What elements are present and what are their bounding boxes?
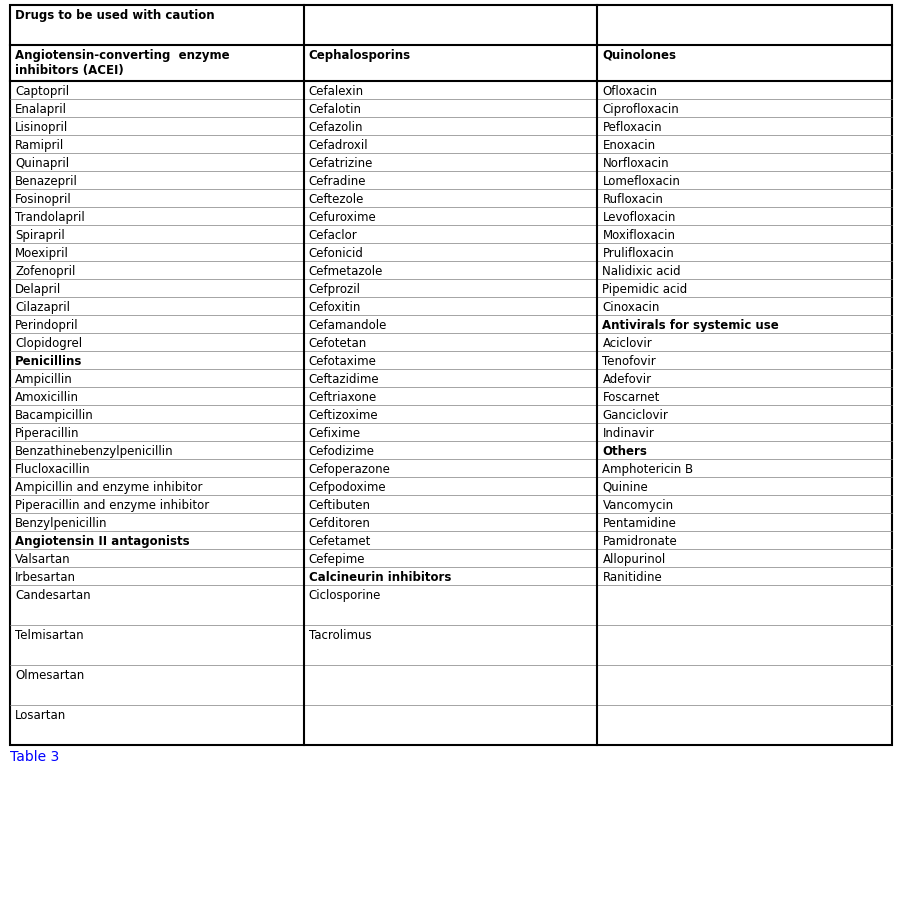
Text: Ceftizoxime: Ceftizoxime — [308, 409, 378, 422]
Text: Vancomycin: Vancomycin — [603, 499, 674, 512]
Text: Pamidronate: Pamidronate — [603, 535, 677, 548]
Text: Irbesartan: Irbesartan — [15, 571, 76, 584]
Text: Foscarnet: Foscarnet — [603, 391, 659, 404]
Text: Trandolapril: Trandolapril — [15, 211, 85, 224]
Text: Cefradine: Cefradine — [308, 175, 366, 188]
Text: Zofenopril: Zofenopril — [15, 265, 76, 278]
Text: Cefalotin: Cefalotin — [308, 103, 362, 116]
Text: Clopidogrel: Clopidogrel — [15, 337, 82, 350]
Text: Cefmetazole: Cefmetazole — [308, 265, 383, 278]
Text: Valsartan: Valsartan — [15, 553, 70, 566]
Text: Cefotaxime: Cefotaxime — [308, 355, 376, 368]
Text: Antivirals for systemic use: Antivirals for systemic use — [603, 319, 779, 332]
Text: Cefadroxil: Cefadroxil — [308, 139, 368, 152]
Text: Allopurinol: Allopurinol — [603, 553, 666, 566]
Text: Cefodizime: Cefodizime — [308, 445, 374, 458]
Text: Amoxicillin: Amoxicillin — [15, 391, 79, 404]
Text: Cefditoren: Cefditoren — [308, 517, 371, 530]
Text: Tenofovir: Tenofovir — [603, 355, 656, 368]
Text: Benzylpenicillin: Benzylpenicillin — [15, 517, 107, 530]
Text: Candesartan: Candesartan — [15, 589, 90, 602]
Text: Ciprofloxacin: Ciprofloxacin — [603, 103, 679, 116]
Text: Delapril: Delapril — [15, 283, 61, 296]
Text: Nalidixic acid: Nalidixic acid — [603, 265, 681, 278]
Text: Drugs to be used with caution: Drugs to be used with caution — [15, 9, 215, 22]
Text: Cefetamet: Cefetamet — [308, 535, 371, 548]
Text: Cefotetan: Cefotetan — [308, 337, 367, 350]
Text: Table 3: Table 3 — [10, 750, 60, 764]
Text: Bacampicillin: Bacampicillin — [15, 409, 94, 422]
Text: Pentamidine: Pentamidine — [603, 517, 676, 530]
Text: Pefloxacin: Pefloxacin — [603, 121, 662, 134]
Text: Benazepril: Benazepril — [15, 175, 78, 188]
Text: Cefazolin: Cefazolin — [308, 121, 364, 134]
Text: Enoxacin: Enoxacin — [603, 139, 656, 152]
Text: Cinoxacin: Cinoxacin — [603, 301, 659, 314]
Text: Cefoperazone: Cefoperazone — [308, 463, 391, 476]
Text: Angiotensin-converting  enzyme
inhibitors (ACEI): Angiotensin-converting enzyme inhibitors… — [15, 49, 230, 77]
Text: Quinine: Quinine — [603, 481, 649, 494]
Text: Enalapril: Enalapril — [15, 103, 67, 116]
Text: Fosinopril: Fosinopril — [15, 193, 72, 206]
Text: Cephalosporins: Cephalosporins — [308, 49, 410, 62]
Text: Cefaclor: Cefaclor — [308, 229, 357, 242]
Text: Prulifloxacin: Prulifloxacin — [603, 247, 674, 260]
Text: Cefoxitin: Cefoxitin — [308, 301, 361, 314]
Text: Captopril: Captopril — [15, 85, 69, 98]
Text: Penicillins: Penicillins — [15, 355, 82, 368]
Text: Cilazapril: Cilazapril — [15, 301, 70, 314]
Text: Cefamandole: Cefamandole — [308, 319, 387, 332]
Text: Quinapril: Quinapril — [15, 157, 69, 170]
Text: Levofloxacin: Levofloxacin — [603, 211, 676, 224]
Text: Ceftibuten: Ceftibuten — [308, 499, 371, 512]
Text: Tacrolimus: Tacrolimus — [308, 629, 372, 642]
Text: Cefonicid: Cefonicid — [308, 247, 364, 260]
Text: Lisinopril: Lisinopril — [15, 121, 69, 134]
Text: Cefepime: Cefepime — [308, 553, 365, 566]
Text: Ampicillin: Ampicillin — [15, 373, 73, 386]
Text: Moexipril: Moexipril — [15, 247, 69, 260]
Text: Moxifloxacin: Moxifloxacin — [603, 229, 676, 242]
Text: Cefixime: Cefixime — [308, 427, 361, 440]
Text: Cefalexin: Cefalexin — [308, 85, 364, 98]
Text: Ramipril: Ramipril — [15, 139, 64, 152]
Text: Quinolones: Quinolones — [603, 49, 676, 62]
Text: Ampicillin and enzyme inhibitor: Ampicillin and enzyme inhibitor — [15, 481, 203, 494]
Text: Piperacillin: Piperacillin — [15, 427, 79, 440]
Text: Adefovir: Adefovir — [603, 373, 651, 386]
Text: Piperacillin and enzyme inhibitor: Piperacillin and enzyme inhibitor — [15, 499, 209, 512]
Text: Losartan: Losartan — [15, 709, 66, 722]
Text: Ganciclovir: Ganciclovir — [603, 409, 668, 422]
Text: Amphotericin B: Amphotericin B — [603, 463, 694, 476]
Text: Perindopril: Perindopril — [15, 319, 78, 332]
Text: Lomefloxacin: Lomefloxacin — [603, 175, 680, 188]
Text: Calcineurin inhibitors: Calcineurin inhibitors — [308, 571, 451, 584]
Text: Flucloxacillin: Flucloxacillin — [15, 463, 90, 476]
Text: Norfloxacin: Norfloxacin — [603, 157, 669, 170]
Text: Olmesartan: Olmesartan — [15, 669, 84, 682]
Text: Rufloxacin: Rufloxacin — [603, 193, 663, 206]
Text: Pipemidic acid: Pipemidic acid — [603, 283, 687, 296]
Text: Ceftezole: Ceftezole — [308, 193, 364, 206]
Text: Ciclosporine: Ciclosporine — [308, 589, 381, 602]
Text: Cefatrizine: Cefatrizine — [308, 157, 373, 170]
Text: Ranitidine: Ranitidine — [603, 571, 662, 584]
Text: Cefuroxime: Cefuroxime — [308, 211, 376, 224]
Text: Aciclovir: Aciclovir — [603, 337, 652, 350]
Text: Benzathinebenzylpenicillin: Benzathinebenzylpenicillin — [15, 445, 173, 458]
Text: Ofloxacin: Ofloxacin — [603, 85, 658, 98]
Text: Cefprozil: Cefprozil — [308, 283, 361, 296]
Text: Ceftriaxone: Ceftriaxone — [308, 391, 377, 404]
Bar — [10, 5, 892, 745]
Text: Ceftazidime: Ceftazidime — [308, 373, 380, 386]
Text: Cefpodoxime: Cefpodoxime — [308, 481, 386, 494]
Text: Angiotensin II antagonists: Angiotensin II antagonists — [15, 535, 189, 548]
Text: Indinavir: Indinavir — [603, 427, 654, 440]
Text: Spirapril: Spirapril — [15, 229, 65, 242]
Text: Telmisartan: Telmisartan — [15, 629, 84, 642]
Text: Others: Others — [603, 445, 648, 458]
